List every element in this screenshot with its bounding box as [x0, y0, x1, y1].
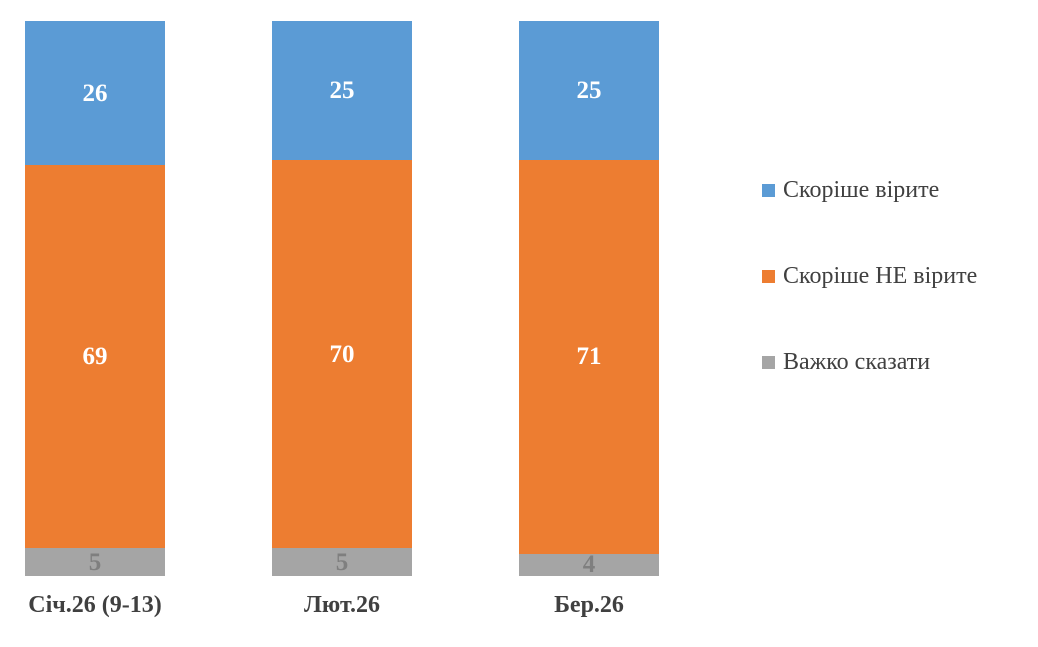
bar-value-label: 70: [329, 340, 355, 368]
bar-value-label: 25: [576, 76, 602, 104]
legend-item: Скоріше вірите: [762, 174, 977, 206]
bar-value-label: 26: [82, 79, 108, 107]
legend-color-swatch-icon: [762, 183, 775, 197]
legend-label: Скоріше НЕ вірите: [783, 262, 978, 289]
bar-segment: 4: [519, 551, 659, 579]
bar-value-label: 25: [329, 76, 355, 104]
legend-label: Важко сказати: [783, 348, 931, 375]
bar-segment: 70: [272, 159, 412, 549]
plot-area: 26 69 5 Січ.26 (9-13) 25 70 5 Лют.26 25 71 4 Бер.26: [25, 21, 659, 618]
bar-segment: 5: [272, 548, 412, 576]
bar-segment: 71: [519, 159, 659, 554]
bar-value-label: 5: [335, 548, 349, 576]
legend: Скоріше вірите Скоріше НЕ вірите Важко ска…: [762, 174, 977, 378]
bar-value-label: 4: [582, 551, 596, 579]
bar-column: 25 70 5: [272, 21, 412, 576]
category-label: Лют.26: [304, 592, 380, 618]
bar-value-label: 5: [88, 548, 102, 576]
bar-segment: 25: [272, 21, 412, 160]
legend-color-swatch-icon: [762, 355, 775, 369]
legend-item: Скоріше НЕ вірите: [762, 260, 977, 292]
bar-value-label: 71: [576, 343, 602, 371]
bar-segment: 69: [25, 165, 165, 549]
bar-column: 26 69 5: [25, 21, 165, 576]
bar-column: 25 71 4: [519, 21, 659, 579]
bar-segment: 25: [519, 21, 659, 160]
legend-label: Скоріше вірите: [783, 176, 940, 203]
bar-value-label: 69: [82, 343, 108, 371]
legend-item: Важко сказати: [762, 346, 977, 378]
category-label: Бер.26: [554, 592, 624, 618]
legend-color-swatch-icon: [762, 269, 775, 283]
category-label: Січ.26 (9-13): [28, 592, 162, 618]
bar-segment: 5: [25, 548, 165, 576]
bar-segment: 26: [25, 21, 165, 166]
